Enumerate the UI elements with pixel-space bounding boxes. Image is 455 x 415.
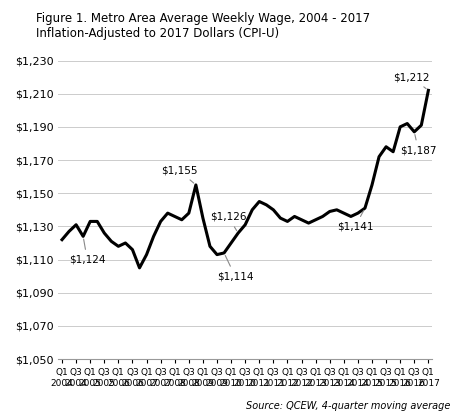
Text: $1,187: $1,187 xyxy=(400,134,437,155)
Text: Source: QCEW, 4-quarter moving average: Source: QCEW, 4-quarter moving average xyxy=(246,401,450,411)
Text: Figure 1. Metro Area Average Weekly Wage, 2004 - 2017: Figure 1. Metro Area Average Weekly Wage… xyxy=(36,12,370,25)
Text: $1,114: $1,114 xyxy=(217,256,253,281)
Text: Inflation-Adjusted to 2017 Dollars (CPI-U): Inflation-Adjusted to 2017 Dollars (CPI-… xyxy=(36,27,279,40)
Text: $1,126: $1,126 xyxy=(210,212,247,231)
Text: $1,141: $1,141 xyxy=(337,210,373,232)
Text: $1,212: $1,212 xyxy=(393,72,430,89)
Text: $1,124: $1,124 xyxy=(69,239,106,265)
Text: $1,155: $1,155 xyxy=(161,165,197,183)
